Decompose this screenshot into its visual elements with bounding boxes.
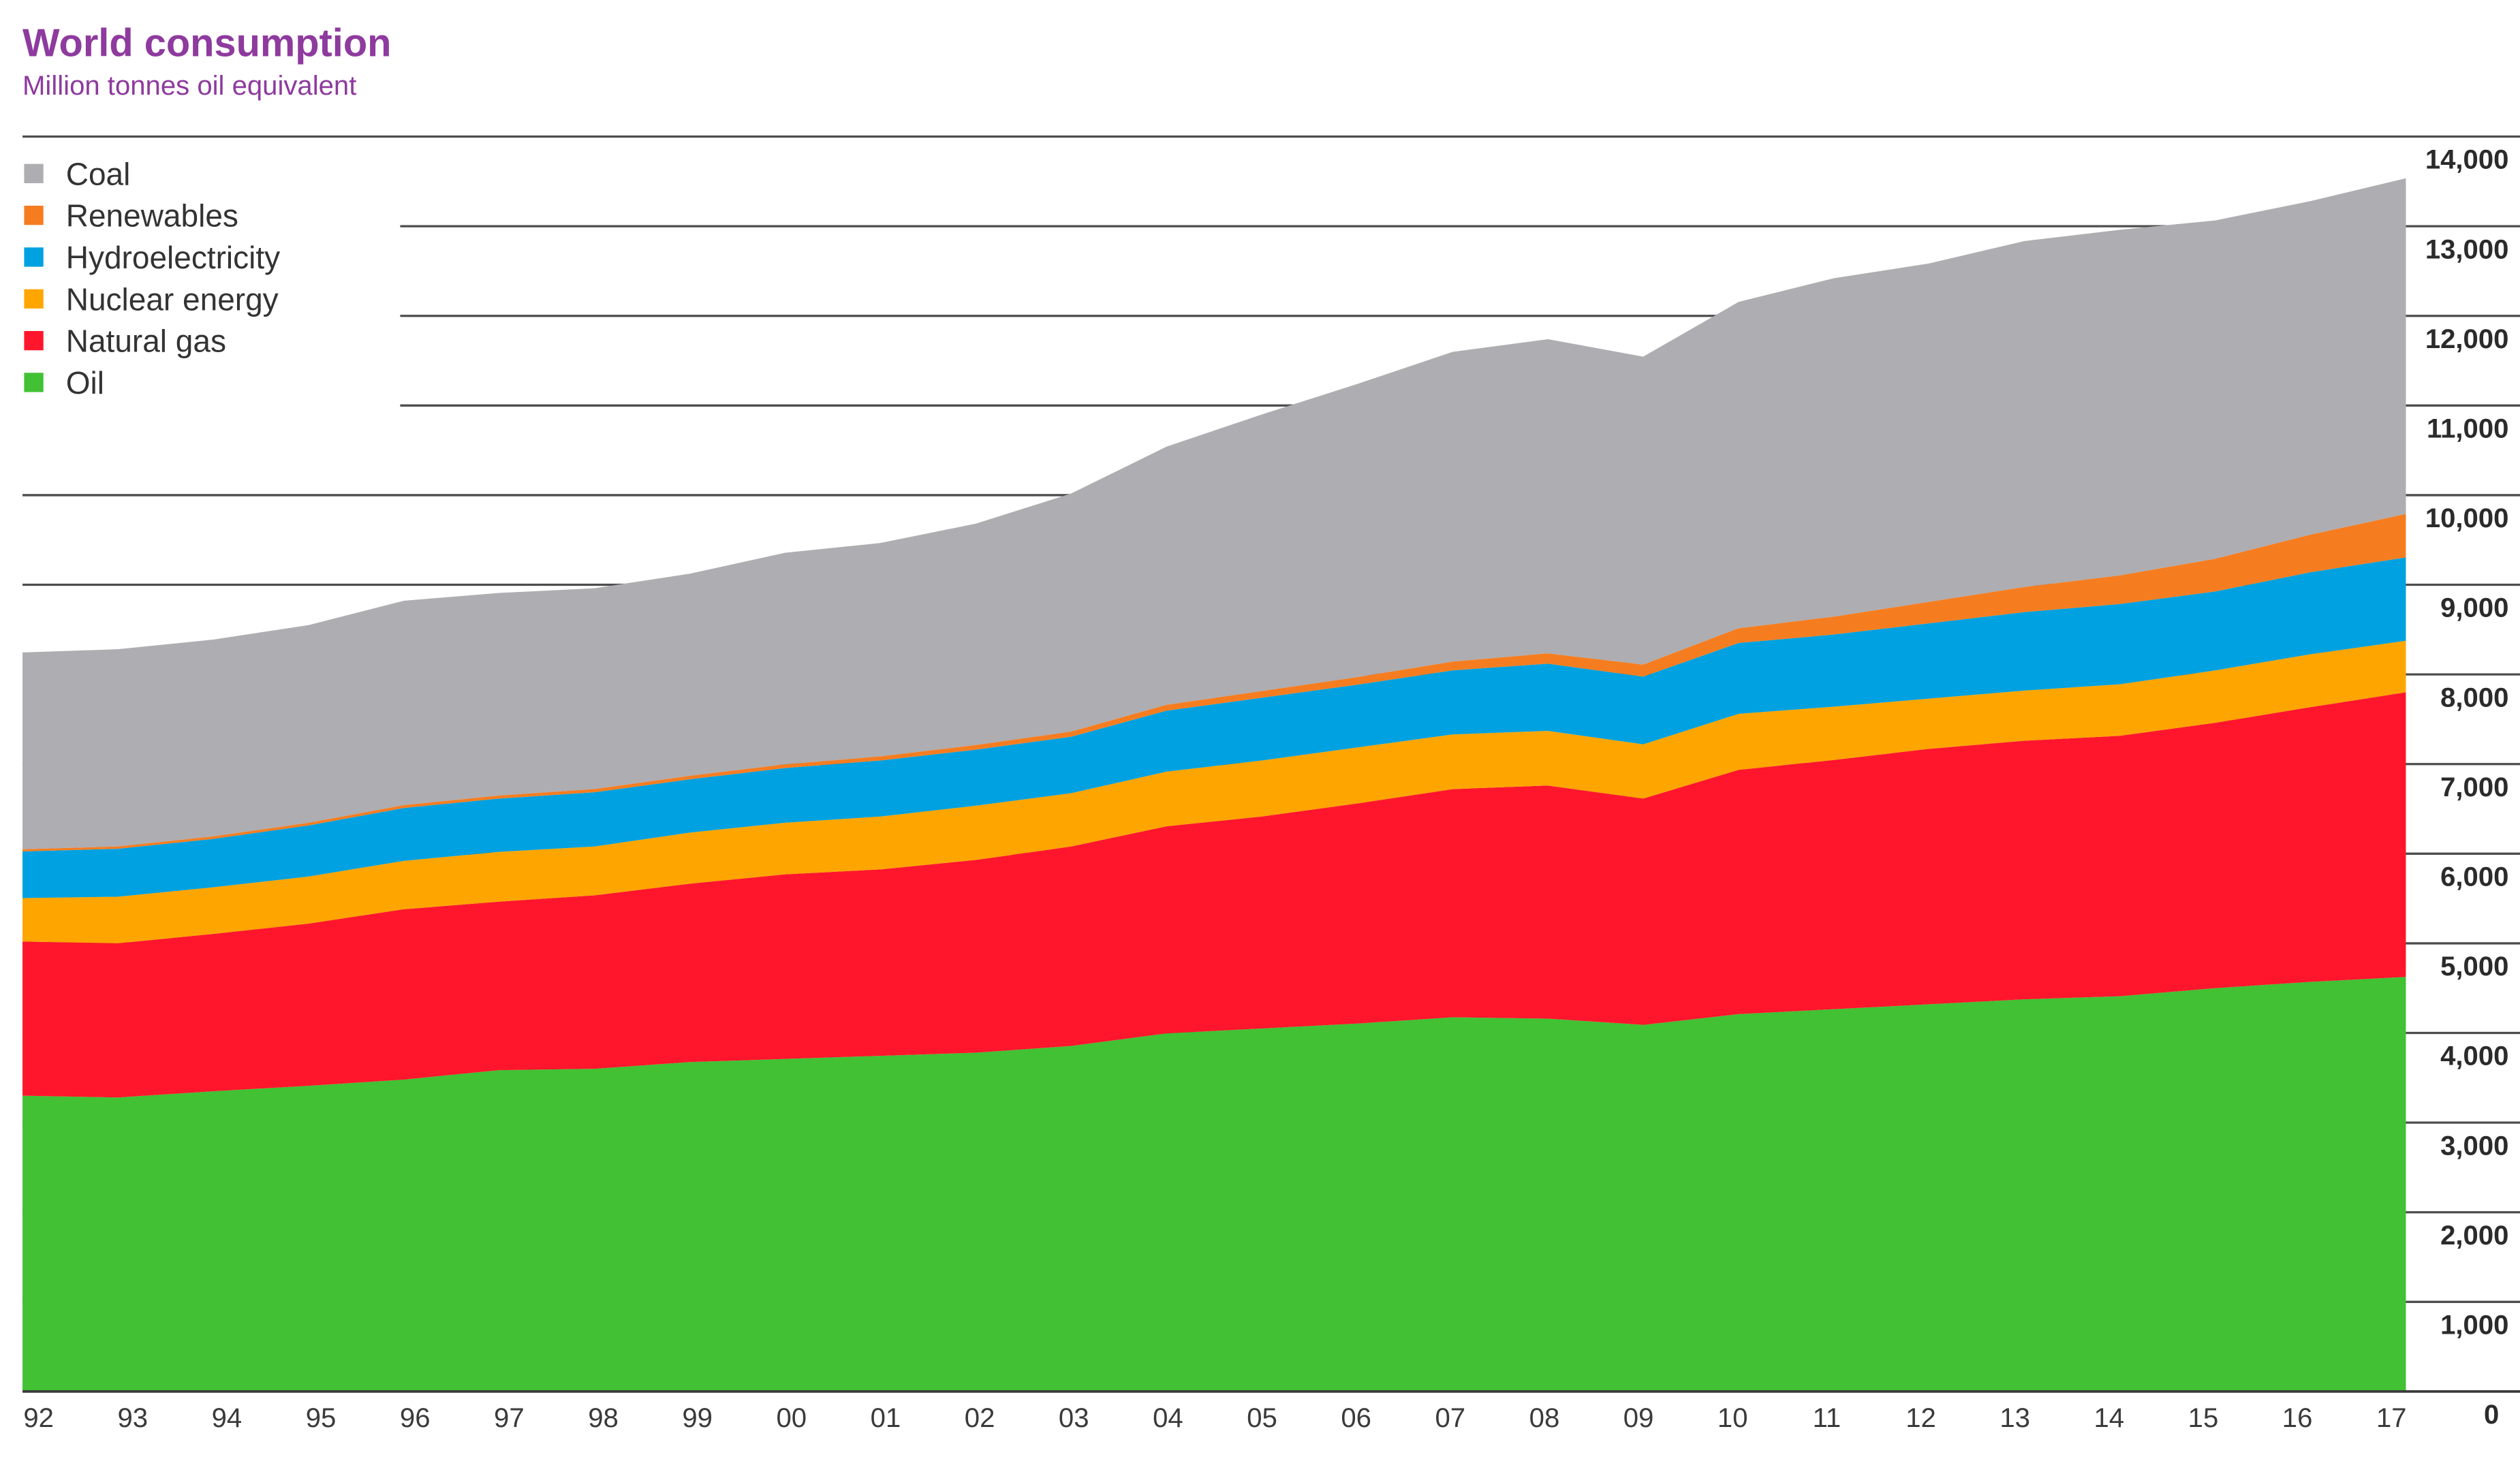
legend-swatch (24, 163, 44, 183)
x-tick-label: 08 (1529, 1403, 1560, 1433)
y-tick-label: 8,000 (2440, 683, 2508, 712)
area-natural-gas (22, 692, 2406, 1098)
x-tick-label: 06 (1341, 1403, 1371, 1433)
legend-item-natural-gas: Natural gas (24, 324, 226, 359)
y-tick-label: 7,000 (2440, 772, 2508, 802)
y-tick-label: 13,000 (2425, 234, 2509, 264)
legend-swatch (24, 373, 44, 392)
y-tick-label: 0 (2484, 1400, 2499, 1430)
x-tick-label: 10 (1717, 1403, 1748, 1433)
legend-item-renewables: Renewables (24, 198, 238, 234)
y-tick-label: 1,000 (2440, 1311, 2508, 1340)
legend: Coal Renewables Hydroelectricity Nuclear en… (0, 148, 401, 410)
x-tick-label: 96 (400, 1403, 431, 1433)
legend-swatch (24, 205, 44, 225)
x-tick-label: 14 (2094, 1403, 2125, 1433)
legend-label: Oil (66, 365, 104, 401)
y-tick-label: 5,000 (2440, 952, 2508, 982)
area-coal (22, 178, 2406, 849)
y-tick-label: 14,000 (2425, 145, 2509, 175)
y-tick-label: 6,000 (2440, 862, 2508, 892)
y-tick-label: 2,000 (2440, 1221, 2508, 1251)
x-tick-label: 95 (306, 1403, 337, 1433)
x-tick-label: 17 (2376, 1403, 2407, 1433)
x-tick-label: 15 (2188, 1403, 2219, 1433)
legend-label: Nuclear energy (66, 281, 279, 317)
area-hydroelectricity (22, 557, 2406, 898)
x-tick-label: 07 (1435, 1403, 1466, 1433)
legend-swatch (24, 330, 44, 351)
x-tick-label: 05 (1247, 1403, 1277, 1433)
x-tick-label: 13 (2000, 1403, 2030, 1433)
x-tick-label: 02 (965, 1403, 995, 1433)
legend-swatch (24, 289, 44, 309)
legend-background (0, 148, 401, 410)
x-axis-tick-labels: 92 93 94 95 96 97 98 99 00 01 02 03 04 05 06 07 08 09 10 11… (23, 1403, 2406, 1433)
y-tick-label: 9,000 (2440, 593, 2508, 623)
legend-label: Renewables (66, 198, 238, 234)
area-oil (22, 977, 2406, 1392)
x-tick-label: 98 (588, 1403, 619, 1433)
x-tick-label: 01 (871, 1403, 901, 1433)
y-tick-label: 4,000 (2440, 1041, 2508, 1071)
y-tick-label: 10,000 (2425, 503, 2509, 533)
x-tick-label: 97 (494, 1403, 525, 1433)
chart-title: World consumption (22, 22, 391, 65)
stacked-areas (22, 178, 2406, 1392)
x-tick-label: 00 (776, 1403, 807, 1433)
y-tick-label: 11,000 (2427, 413, 2508, 443)
x-tick-label: 93 (117, 1403, 148, 1433)
legend-label: Coal (66, 156, 131, 191)
area-nuclear-energy (22, 640, 2406, 943)
x-tick-label: 16 (2282, 1403, 2313, 1433)
x-tick-label: 11 (1813, 1403, 1841, 1433)
legend-label: Natural gas (66, 324, 226, 359)
legend-item-nuclear-energy: Nuclear energy (24, 281, 279, 317)
x-tick-label: 03 (1059, 1403, 1089, 1433)
x-tick-label: 09 (1623, 1403, 1654, 1433)
chart-subtitle: Million tonnes oil equivalent (22, 71, 356, 101)
y-axis-tick-labels: 0 1,000 2,000 3,000 4,000 5,000 6,000 7,000 8,00… (2425, 145, 2509, 1430)
y-tick-label: 12,000 (2425, 324, 2509, 354)
legend-swatch (24, 247, 44, 267)
x-tick-label: 12 (1905, 1403, 1936, 1433)
x-tick-label: 99 (682, 1403, 713, 1433)
x-tick-label: 92 (23, 1403, 54, 1433)
legend-label: Hydroelectricity (66, 240, 280, 275)
legend-item-coal: Coal (24, 156, 130, 191)
x-tick-label: 94 (212, 1403, 243, 1433)
legend-item-hydroelectricity: Hydroelectricity (24, 240, 280, 275)
y-tick-label: 3,000 (2440, 1131, 2508, 1161)
x-tick-label: 04 (1153, 1403, 1183, 1433)
legend-item-oil: Oil (24, 365, 104, 401)
